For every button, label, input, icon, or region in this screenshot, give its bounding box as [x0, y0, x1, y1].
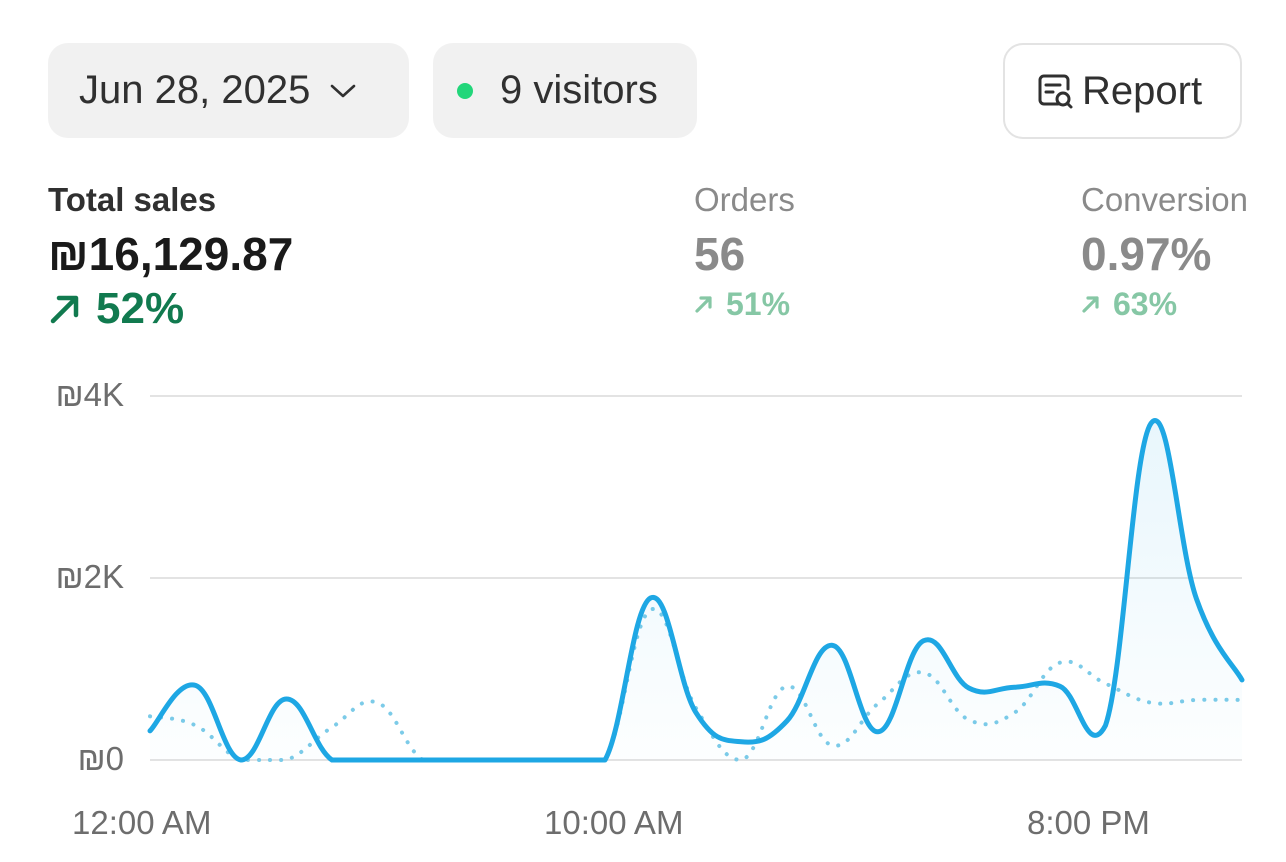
arrow-up-right-icon [50, 295, 79, 324]
total-sales-value: ₪16,129.87 [48, 228, 294, 280]
report-button[interactable]: Report [1003, 43, 1242, 139]
total-sales-metric[interactable]: Total sales ₪16,129.87 52% [48, 180, 293, 334]
x-tick-label: 8:00 PM [1027, 804, 1150, 841]
orders-metric[interactable]: Orders 56 51% [694, 180, 795, 324]
arrow-up-right-icon [1082, 296, 1099, 313]
current-period-area [150, 420, 1242, 760]
conversion-value: 0.97% [1081, 228, 1212, 280]
arrow-up-right-icon [695, 296, 712, 313]
x-tick-label: 10:00 AM [544, 804, 684, 841]
chevron-down-icon [330, 83, 356, 99]
orders-label: Orders [694, 181, 795, 218]
current-period-line [147, 418, 1245, 763]
orders-value: 56 [694, 228, 746, 280]
conversion-change: 63% [1081, 284, 1248, 324]
x-tick-label: 12:00 AM [72, 804, 212, 841]
total-sales-label: Total sales [48, 181, 217, 218]
total-sales-change-value: 52% [96, 284, 185, 333]
report-label: Report [1082, 68, 1203, 113]
live-status-dot [457, 82, 473, 99]
y-tick-label: ₪2K [55, 558, 124, 595]
date-picker-button[interactable]: Jun 28, 2025 [48, 43, 409, 138]
conversion-metric[interactable]: Conversion 0.97% 63% [1081, 180, 1248, 324]
conversion-change-value: 63% [1113, 286, 1178, 322]
date-label: Jun 28, 2025 [79, 68, 311, 112]
live-visitors-badge[interactable]: 9 visitors [433, 43, 697, 138]
orders-change: 51% [694, 284, 795, 324]
y-tick-label: ₪4K [55, 376, 124, 413]
visitors-label: 9 visitors [500, 68, 658, 112]
y-tick-label: ₪0 [77, 740, 124, 777]
report-search-icon [1036, 72, 1074, 110]
conversion-label: Conversion [1081, 181, 1248, 218]
total-sales-change: 52% [48, 284, 293, 334]
orders-change-value: 51% [726, 286, 791, 322]
